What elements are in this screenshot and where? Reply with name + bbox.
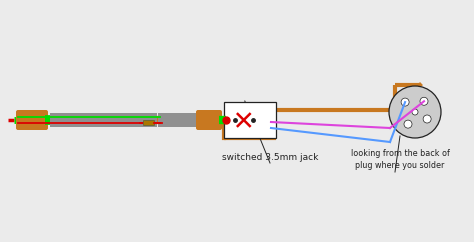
Text: switched 3.5mm jack: switched 3.5mm jack [222,153,318,162]
Circle shape [389,86,441,138]
Circle shape [412,109,418,115]
FancyBboxPatch shape [16,110,48,130]
Bar [50,113,102,127]
Text: looking from the back of
plug where you solder: looking from the back of plug where you … [351,149,449,170]
Circle shape [423,115,431,123]
Circle shape [420,97,428,105]
FancyBboxPatch shape [144,121,155,126]
Circle shape [401,98,409,106]
Bar [158,113,200,127]
Bar [224,102,276,138]
Circle shape [404,120,412,128]
Bar [102,113,157,127]
FancyBboxPatch shape [196,110,222,130]
